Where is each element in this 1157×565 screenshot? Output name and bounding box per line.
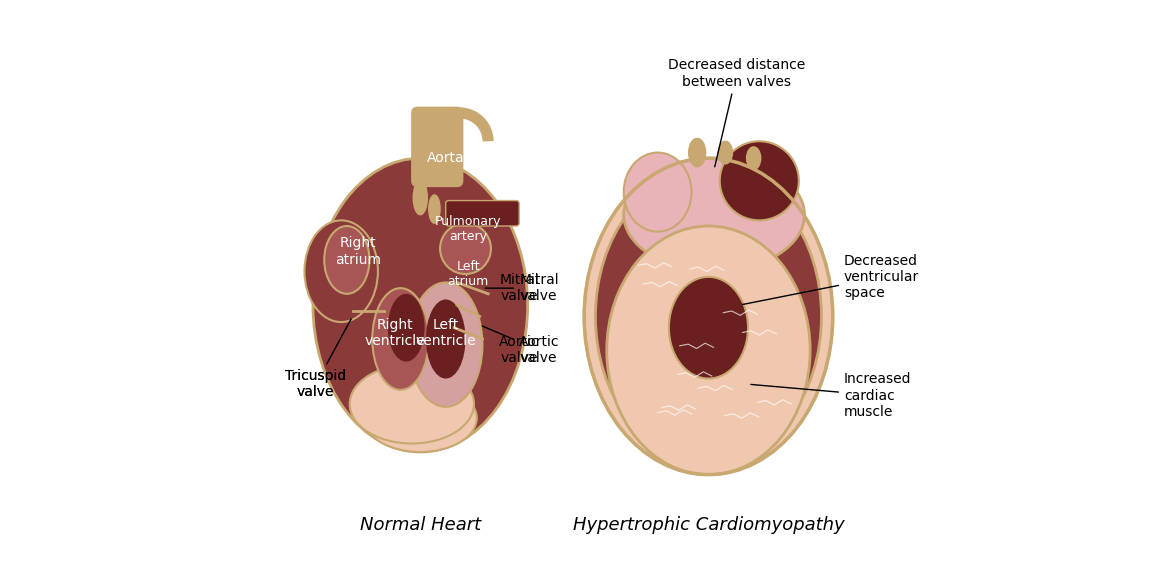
Ellipse shape	[413, 181, 427, 215]
Text: Tricuspid
valve: Tricuspid valve	[285, 319, 352, 399]
Text: Decreased distance
between valves: Decreased distance between valves	[668, 58, 805, 167]
Ellipse shape	[718, 141, 732, 164]
Text: Pulmonary
artery: Pulmonary artery	[435, 215, 502, 243]
Ellipse shape	[624, 158, 804, 271]
Text: Increased
cardiac
muscle: Increased cardiac muscle	[751, 372, 912, 419]
Ellipse shape	[596, 170, 821, 463]
Ellipse shape	[388, 294, 425, 362]
Text: Mitral
valve: Mitral valve	[500, 273, 539, 303]
Ellipse shape	[304, 220, 378, 322]
Text: Left
atrium: Left atrium	[448, 260, 489, 288]
FancyBboxPatch shape	[412, 107, 463, 186]
Text: Hypertrophic Cardiomyopathy: Hypertrophic Cardiomyopathy	[573, 516, 845, 534]
Ellipse shape	[349, 364, 474, 444]
Ellipse shape	[363, 384, 477, 452]
FancyBboxPatch shape	[445, 201, 519, 226]
Ellipse shape	[720, 141, 798, 220]
Text: Right
atrium: Right atrium	[336, 236, 381, 267]
Ellipse shape	[746, 147, 760, 170]
Ellipse shape	[606, 226, 810, 475]
Ellipse shape	[669, 277, 747, 379]
Ellipse shape	[324, 226, 369, 294]
Text: Aortic
valve: Aortic valve	[482, 326, 560, 366]
Text: Tricuspid
valve: Tricuspid valve	[285, 369, 346, 399]
Ellipse shape	[426, 299, 465, 379]
Ellipse shape	[429, 195, 440, 223]
Ellipse shape	[373, 288, 429, 390]
Text: Left
ventricle: Left ventricle	[415, 318, 476, 349]
Ellipse shape	[624, 153, 692, 232]
Text: Right
ventricle: Right ventricle	[364, 318, 425, 349]
Text: Mitral
valve: Mitral valve	[485, 273, 559, 303]
Ellipse shape	[688, 138, 706, 167]
Ellipse shape	[440, 223, 491, 274]
Ellipse shape	[312, 158, 528, 452]
Text: Aortic
valve: Aortic valve	[499, 335, 539, 366]
Text: Decreased
ventricular
space: Decreased ventricular space	[743, 254, 920, 305]
Ellipse shape	[410, 282, 482, 407]
Text: Normal Heart: Normal Heart	[360, 516, 481, 534]
Ellipse shape	[584, 158, 833, 475]
Text: Aorta: Aorta	[427, 151, 465, 165]
